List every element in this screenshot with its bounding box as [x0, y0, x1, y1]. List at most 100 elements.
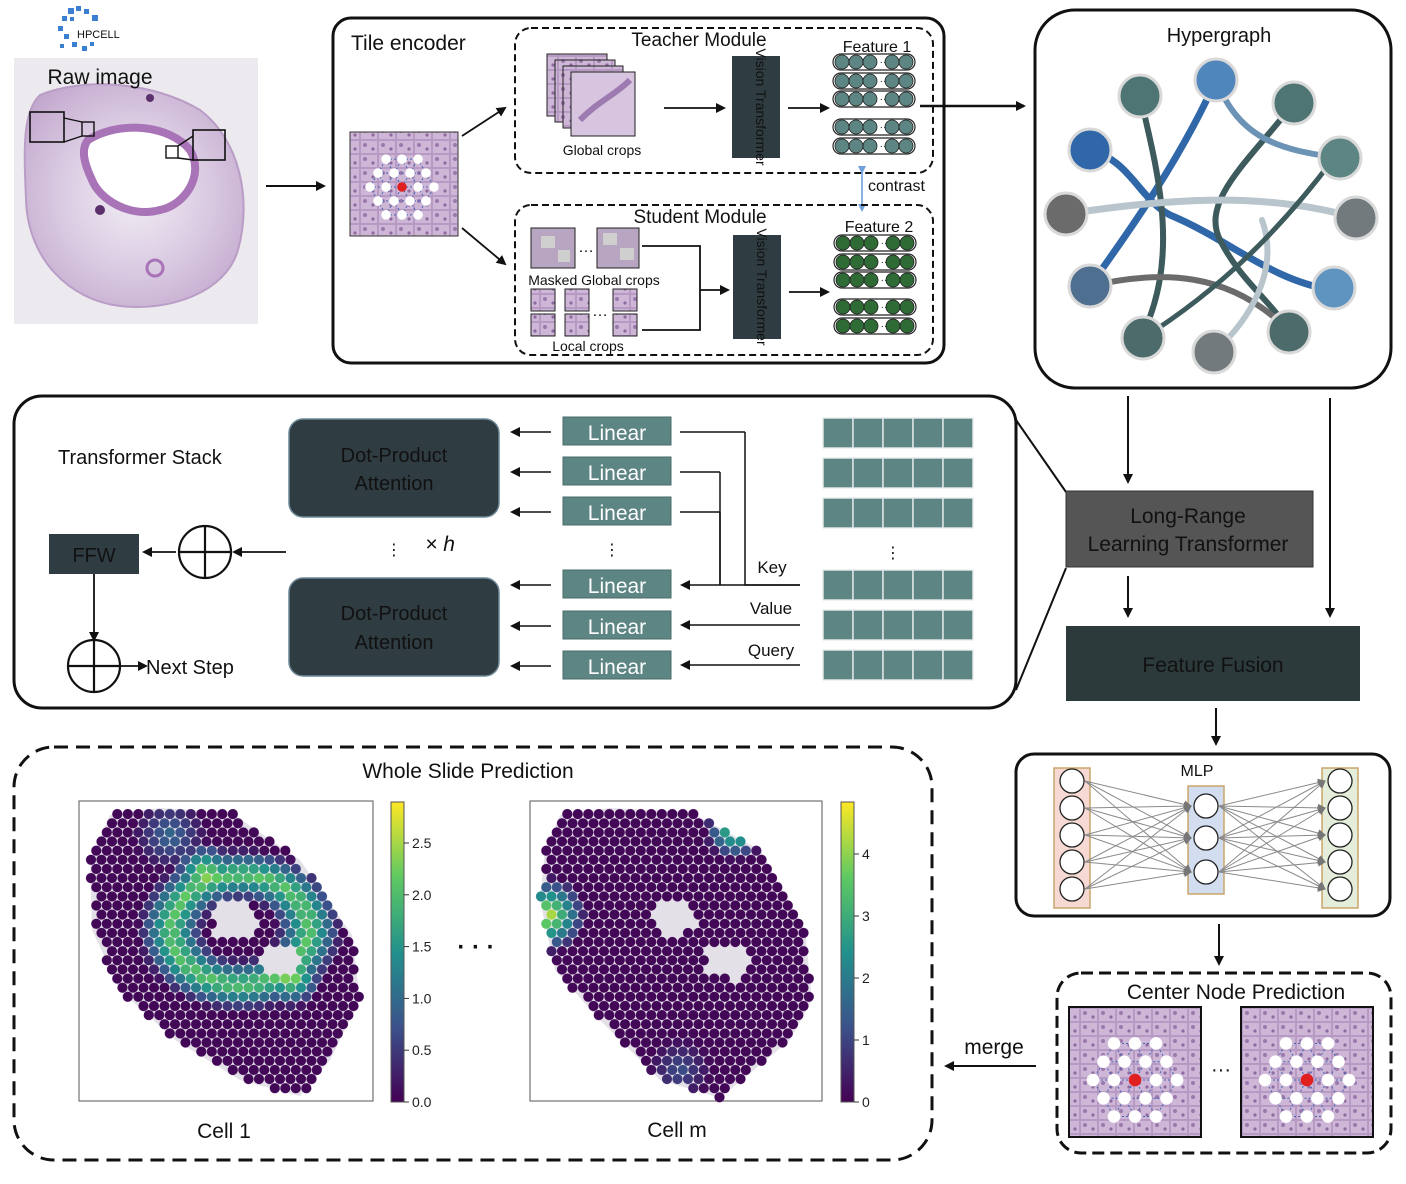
heatmap-spot [551, 954, 563, 966]
heatmap-spot [729, 1064, 741, 1076]
heatmap-spot [656, 1064, 668, 1076]
heatmap-spot [180, 982, 191, 994]
heatmap-spot [609, 982, 620, 994]
heatmap-spot [295, 1018, 307, 1030]
student-module: Student Module … Masked Global crops … L… [514, 204, 934, 356]
heatmap-cell-m [535, 808, 815, 1103]
heatmap-spot [666, 1009, 678, 1021]
heatmap-spot [703, 909, 715, 921]
heatmap-spot [698, 918, 710, 930]
heatmap-spot [216, 1046, 228, 1058]
tissue-image [23, 83, 245, 308]
heatmap-spot [153, 1009, 165, 1021]
heatmap-spot [603, 936, 615, 948]
heatmap-spot [593, 826, 605, 838]
heatmap-spot [687, 936, 699, 948]
value-label: Value [750, 599, 792, 618]
heatmap-spot [703, 836, 715, 847]
heatmap-spot [96, 872, 107, 884]
heatmap-spot [206, 1046, 218, 1058]
heatmap-spot [572, 936, 584, 948]
heatmap-spot [290, 1009, 302, 1021]
heatmap-spot [740, 973, 752, 985]
heatmap-spot [614, 826, 626, 838]
heatmap-spot [216, 808, 228, 820]
heatmap-spot [577, 909, 589, 921]
colorbar-tick-label: 3 [862, 908, 870, 924]
heatmap-spot [190, 1018, 202, 1030]
heatmap-spot [745, 963, 757, 975]
heatmap-spot [269, 900, 281, 911]
heatmap-spot [227, 826, 239, 838]
heatmap-spot [185, 954, 197, 966]
heatmap-spot [630, 927, 641, 939]
heatmap-spot [556, 872, 568, 884]
hypergraph-node [1271, 80, 1317, 126]
heatmap-spot [332, 973, 344, 985]
heatmap-spot [719, 1027, 731, 1039]
heatmap-spot [164, 845, 176, 857]
heatmap-spot [687, 1009, 699, 1021]
heatmap-spot [327, 909, 338, 921]
heatmap-spot [327, 1037, 338, 1048]
heatmap-spot [677, 808, 689, 820]
heatmap-spot [645, 863, 657, 875]
heatmap-spot [159, 1018, 170, 1030]
graph-node [1149, 1110, 1163, 1123]
heatmap-spot [666, 954, 678, 966]
heatmap-spot [127, 890, 139, 902]
heatmap-spot [127, 909, 139, 921]
heatmap-spot [316, 1018, 328, 1030]
heatmap-spot [248, 1046, 260, 1058]
heatmap-spot [138, 945, 149, 957]
heatmap-spot [143, 954, 155, 966]
graph-node [429, 182, 439, 192]
heatmap-spot [201, 854, 212, 866]
heatmap-spot [661, 1018, 673, 1030]
heatmap-spot [316, 890, 328, 902]
heatmap-spot [190, 872, 202, 884]
hypergraph-node [1311, 265, 1357, 311]
heatmap-spot [609, 909, 620, 921]
heatmap-spot [693, 854, 704, 866]
heatmap-spot [127, 945, 139, 957]
heatmap-spot [703, 1055, 715, 1067]
heatmap-spot [677, 1009, 689, 1021]
heatmap-spot [300, 900, 312, 911]
heatmap-spot [792, 991, 804, 1003]
heatmap-spot [253, 1018, 265, 1030]
heatmap-spot [295, 927, 307, 939]
heatmap-spot [693, 1055, 704, 1067]
heatmap-spot [682, 927, 694, 939]
heatmap-spot [216, 845, 228, 857]
masked-crops: … [530, 227, 640, 269]
heatmap-spot [598, 982, 610, 994]
heatmap-spot [651, 1018, 662, 1030]
hypergraph-node [1067, 263, 1113, 309]
heatmap-spot [222, 1037, 233, 1048]
heatmap-spot [232, 982, 244, 994]
heatmap-spot [300, 1064, 312, 1076]
heatmap-spot [122, 863, 134, 875]
heatmap-spot [206, 808, 218, 820]
colorbar-tick-label: 4 [862, 846, 870, 862]
heatmap-spot [195, 991, 207, 1003]
heatmap-spot [127, 982, 139, 994]
heatmap-spot [138, 836, 149, 847]
heatmap-spot [138, 1000, 149, 1012]
heatmap-spot [138, 982, 149, 994]
svg-text:…: … [578, 239, 594, 256]
heatmap-spot [656, 881, 668, 893]
heatmap-spot [295, 945, 307, 957]
heatmap-spot [787, 963, 799, 975]
heatmap-spot [787, 1018, 799, 1030]
heatmap-spot [316, 909, 328, 921]
heatmap-spot [159, 963, 170, 975]
svg-text:··: ·· [880, 57, 887, 68]
heatmap-spot [311, 1064, 323, 1076]
heatmap-spot [546, 909, 557, 921]
heatmap-spot [651, 872, 662, 884]
heatmap-spot [300, 1082, 312, 1094]
heatmap-spot [635, 936, 647, 948]
graph-node [1107, 1073, 1121, 1087]
